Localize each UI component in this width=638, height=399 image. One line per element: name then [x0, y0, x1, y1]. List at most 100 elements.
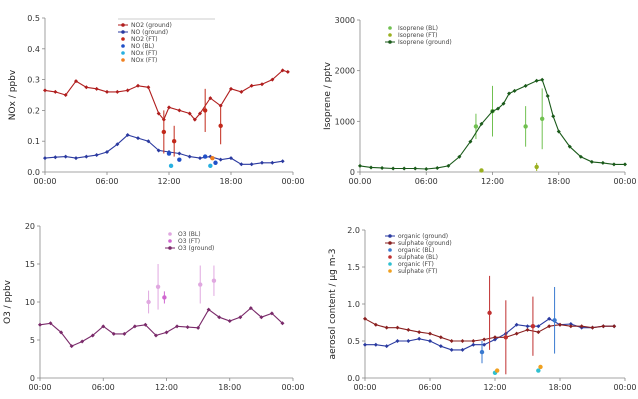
data-point: [177, 157, 182, 162]
data-point: [187, 111, 192, 116]
data-point: [43, 156, 47, 161]
legend-label: O3 (FT): [178, 238, 200, 245]
legend-swatch: [388, 40, 392, 44]
data-point: [428, 331, 432, 336]
data-point: [558, 322, 562, 327]
data-point: [38, 322, 42, 327]
legend-swatch: [388, 255, 392, 259]
data-point: [48, 321, 53, 326]
data-point: [260, 160, 264, 165]
data-point: [523, 124, 528, 129]
data-point: [260, 82, 264, 87]
data-point: [115, 89, 120, 94]
data-point: [90, 333, 95, 338]
legend: O3 (BL)O3 (FT)O3 (ground): [165, 231, 214, 252]
legend-swatch: [388, 262, 392, 266]
data-point: [551, 114, 556, 119]
data-point: [80, 339, 85, 344]
legend: organic (ground)sulphate (ground)organic…: [385, 233, 452, 275]
data-point: [468, 139, 473, 144]
data-point: [363, 342, 367, 347]
data-point: [446, 163, 451, 168]
data-point: [146, 85, 151, 90]
x-tick-label: 00:00: [613, 177, 636, 186]
x-tick-label: 00:00: [353, 383, 376, 392]
data-point: [473, 124, 479, 129]
y-tick-label: 2.0: [347, 226, 360, 235]
ozone-panel: 0 5 10 15 20 00:00 06:00 12:00 18:00 00:00 O3 / pp…: [3, 222, 305, 392]
data-point: [482, 337, 487, 342]
x-tick-label: 18:00: [219, 177, 242, 186]
legend-label: O3 (ground): [178, 245, 214, 252]
data-point: [417, 330, 422, 335]
data-point: [155, 284, 161, 289]
data-point: [540, 77, 545, 82]
data-point: [196, 325, 201, 330]
data-point: [384, 325, 389, 330]
data-point: [213, 160, 218, 165]
data-point: [136, 83, 140, 88]
y-tick-label: 0.0: [347, 374, 360, 383]
legend-label: Isoprene (FT): [398, 32, 438, 39]
data-point: [132, 324, 137, 329]
data-point: [373, 342, 378, 347]
data-point: [105, 149, 109, 154]
data-point: [460, 339, 465, 343]
legend-swatch: [388, 241, 392, 245]
x-tick-label: 06:00: [92, 383, 115, 392]
data-point: [249, 162, 254, 167]
data-point: [259, 315, 264, 320]
data-point: [514, 331, 519, 336]
y-tick-label: 2000: [335, 67, 355, 76]
data-point: [601, 324, 606, 329]
isoprene-series-2: [358, 77, 627, 171]
legend-swatch: [388, 234, 392, 238]
data-point: [402, 166, 407, 171]
data-point: [270, 160, 275, 165]
data-point: [406, 339, 411, 343]
data-point: [198, 282, 203, 287]
data-point: [94, 86, 99, 91]
data-point: [428, 339, 432, 343]
data-point: [363, 316, 367, 321]
legend-label: NO2 (ground): [131, 22, 172, 29]
data-point: [217, 315, 222, 320]
legend-label: Isoprene (BL): [398, 25, 438, 32]
x-tick-label: 00:00: [281, 177, 304, 186]
data-point: [198, 156, 202, 161]
y-tick-label: 0: [350, 168, 355, 177]
nox-series-5: [210, 155, 215, 161]
y-tick-label: 0.3: [27, 76, 40, 85]
data-point: [534, 78, 539, 83]
data-point: [395, 325, 400, 330]
data-point: [406, 327, 411, 332]
data-point: [218, 103, 223, 108]
data-point: [177, 151, 182, 156]
data-point: [122, 331, 127, 336]
data-point: [435, 165, 440, 170]
data-point: [229, 86, 233, 91]
data-point: [156, 111, 161, 116]
x-tick-label: 06:00: [415, 177, 438, 186]
data-point: [525, 327, 530, 332]
x-tick-label: 00.00: [349, 177, 372, 186]
legend-swatch: [388, 269, 392, 273]
data-point: [125, 133, 130, 138]
legend-label: organic (BL): [398, 247, 434, 254]
legend-label: sulphate (ground): [398, 240, 452, 247]
data-point: [611, 162, 616, 167]
data-point: [568, 324, 573, 329]
ozone-series-1: [162, 291, 167, 304]
aerosol-series-5: [494, 364, 543, 373]
data-point: [143, 322, 148, 327]
data-point: [391, 166, 396, 171]
y-tick-label: 1.5: [347, 263, 360, 272]
data-point: [589, 159, 594, 164]
data-point: [438, 344, 443, 349]
legend-label: NO (BL): [131, 43, 154, 50]
y-tick-label: 0.5: [347, 337, 360, 346]
data-point: [536, 368, 541, 373]
legend-swatch: [121, 23, 125, 27]
data-point: [156, 148, 161, 153]
